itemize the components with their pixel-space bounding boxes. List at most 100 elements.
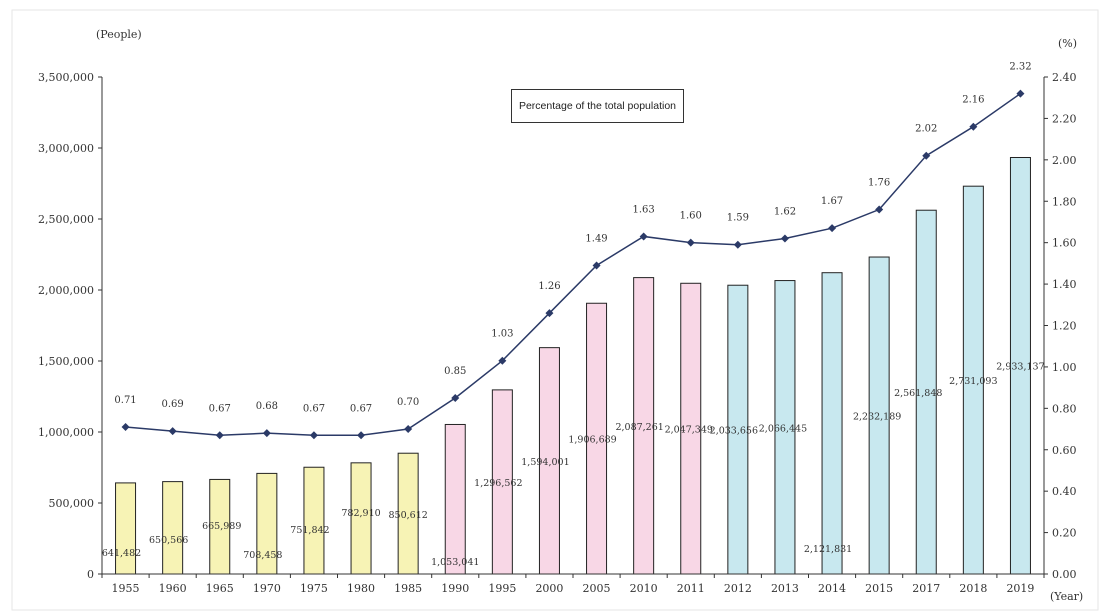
left-tick-label: 3,000,000 [38, 142, 94, 155]
x-axis-unit: (Year) [1050, 590, 1083, 603]
percentage-label-2012: 1.59 [727, 213, 749, 224]
right-tick-label: 1.80 [1052, 195, 1077, 208]
population-label-2019: 2,933,137 [996, 362, 1044, 373]
bar-1990 [444, 423, 466, 575]
right-tick-label: 0.00 [1052, 568, 1077, 581]
bar-series [115, 156, 1031, 575]
left-tick-label: 2,000,000 [38, 284, 94, 297]
percentage-marker-1975 [309, 431, 318, 440]
percentage-marker-2014 [828, 224, 837, 233]
population-label-2000: 1,594,001 [521, 457, 569, 468]
x-tick-label-2012: 2012 [724, 582, 752, 595]
x-tick-label-2010: 2010 [630, 582, 658, 595]
percentage-label-2015: 1.76 [868, 178, 890, 189]
left-tick-label: 0 [87, 568, 94, 581]
population-label-1980: 782,910 [341, 508, 380, 519]
right-tick-label: 2.40 [1052, 71, 1077, 84]
percentage-marker-2011 [686, 238, 695, 247]
data-labels: 0.71 0.69 0.67 0.68 0.67 0.67 0.70 0.85 1.03 1.26… [102, 62, 1045, 568]
percentage-label-2019: 2.32 [1009, 62, 1031, 73]
x-tick-label-1985: 1985 [394, 582, 422, 595]
population-label-2005: 1,906,689 [568, 435, 616, 446]
right-tick-label: 1.60 [1052, 237, 1077, 250]
population-label-1995: 1,296,562 [474, 478, 522, 489]
population-label-2015: 2,232,189 [853, 412, 901, 423]
percentage-label-2018: 2.16 [962, 95, 984, 106]
right-tick-label: 0.40 [1052, 485, 1077, 498]
percentage-label-1980: 0.67 [350, 403, 372, 414]
x-tick-label-1965: 1965 [206, 582, 234, 595]
x-tick-label-2018: 2018 [959, 582, 987, 595]
left-tick-label: 2,500,000 [38, 213, 94, 226]
right-tick-label: 2.00 [1052, 154, 1077, 167]
x-tick-label-1970: 1970 [253, 582, 281, 595]
percentage-label-1985: 0.70 [397, 397, 419, 408]
x-tick-label-1960: 1960 [159, 582, 187, 595]
axes: 0 500,000 1,000,000 1,500,000 2,000,000 2,500… [38, 71, 1076, 595]
percentage-marker-2000 [545, 309, 554, 318]
percentage-marker-1960 [168, 427, 177, 436]
left-tick-label: 1,000,000 [38, 426, 94, 439]
population-label-1990: 1,053,041 [431, 557, 479, 568]
percentage-line-series [121, 89, 1025, 440]
percentage-marker-1970 [262, 429, 271, 438]
percentage-marker-2019 [1016, 89, 1025, 98]
percentage-marker-2010 [639, 232, 648, 241]
population-label-2017: 2,561,848 [894, 388, 942, 399]
x-tick-label-2014: 2014 [818, 582, 846, 595]
x-tick-label-2011: 2011 [677, 582, 705, 595]
percentage-label-1975: 0.67 [303, 403, 325, 414]
x-tick-label-2013: 2013 [771, 582, 799, 595]
x-tick-label-2005: 2005 [583, 582, 611, 595]
left-axis-unit: (People) [96, 28, 142, 41]
right-tick-label: 1.20 [1052, 320, 1077, 333]
x-tick-label-1980: 1980 [347, 582, 375, 595]
right-tick-label: 0.20 [1052, 527, 1077, 540]
percentage-marker-2013 [780, 234, 789, 243]
population-label-1970: 708,458 [243, 550, 282, 561]
right-tick-label: 0.60 [1052, 444, 1077, 457]
right-tick-label: 1.40 [1052, 278, 1077, 291]
percentage-marker-2012 [733, 240, 742, 249]
x-tick-label-1990: 1990 [441, 582, 469, 595]
legend-label: Percentage of the total population [518, 100, 677, 112]
percentage-label-1970: 0.68 [256, 401, 278, 412]
percentage-label-2011: 1.60 [680, 211, 702, 222]
population-label-2010: 2,087,261 [615, 422, 663, 433]
percentage-label-2014: 1.67 [821, 196, 843, 207]
right-tick-label: 1.00 [1052, 361, 1077, 374]
right-tick-label: 0.80 [1052, 402, 1077, 415]
percentage-label-1995: 1.03 [491, 329, 513, 340]
x-tick-label-2019: 2019 [1006, 582, 1034, 595]
left-tick-label: 500,000 [49, 497, 95, 510]
percentage-label-1990: 0.85 [444, 366, 466, 377]
population-label-2013: 2,066,445 [759, 423, 807, 434]
percentage-label-1960: 0.69 [162, 399, 184, 410]
percentage-marker-1990 [451, 393, 460, 402]
percentage-label-2005: 1.49 [585, 233, 607, 244]
population-label-1960: 650,566 [149, 535, 188, 546]
percentage-label-1965: 0.67 [209, 403, 231, 414]
percentage-marker-1995 [498, 356, 507, 365]
x-tick-label-1955: 1955 [112, 582, 140, 595]
percentage-marker-2015 [875, 205, 884, 214]
x-tick-label-1975: 1975 [300, 582, 328, 595]
population-label-1955: 641,482 [102, 548, 141, 559]
population-label-2014: 2,121,831 [804, 544, 852, 555]
percentage-line [125, 92, 1021, 437]
population-label-2018: 2,731,093 [949, 376, 997, 387]
percentage-label-1955: 0.71 [114, 395, 136, 406]
population-label-2012: 2,033,656 [710, 426, 758, 437]
percentage-marker-1985 [404, 425, 413, 434]
x-tick-label-1995: 1995 [488, 582, 516, 595]
percentage-label-2000: 1.26 [538, 281, 560, 292]
bar-1975 [303, 466, 325, 575]
right-tick-label: 2.20 [1052, 112, 1077, 125]
legend-box: Percentage of the total population [511, 89, 684, 123]
population-label-1965: 665,989 [202, 521, 241, 532]
percentage-label-2013: 1.62 [774, 207, 796, 218]
x-tick-label-2000: 2000 [535, 582, 563, 595]
left-tick-label: 1,500,000 [38, 355, 94, 368]
x-tick-label-2015: 2015 [865, 582, 893, 595]
left-tick-label: 3,500,000 [38, 71, 94, 84]
